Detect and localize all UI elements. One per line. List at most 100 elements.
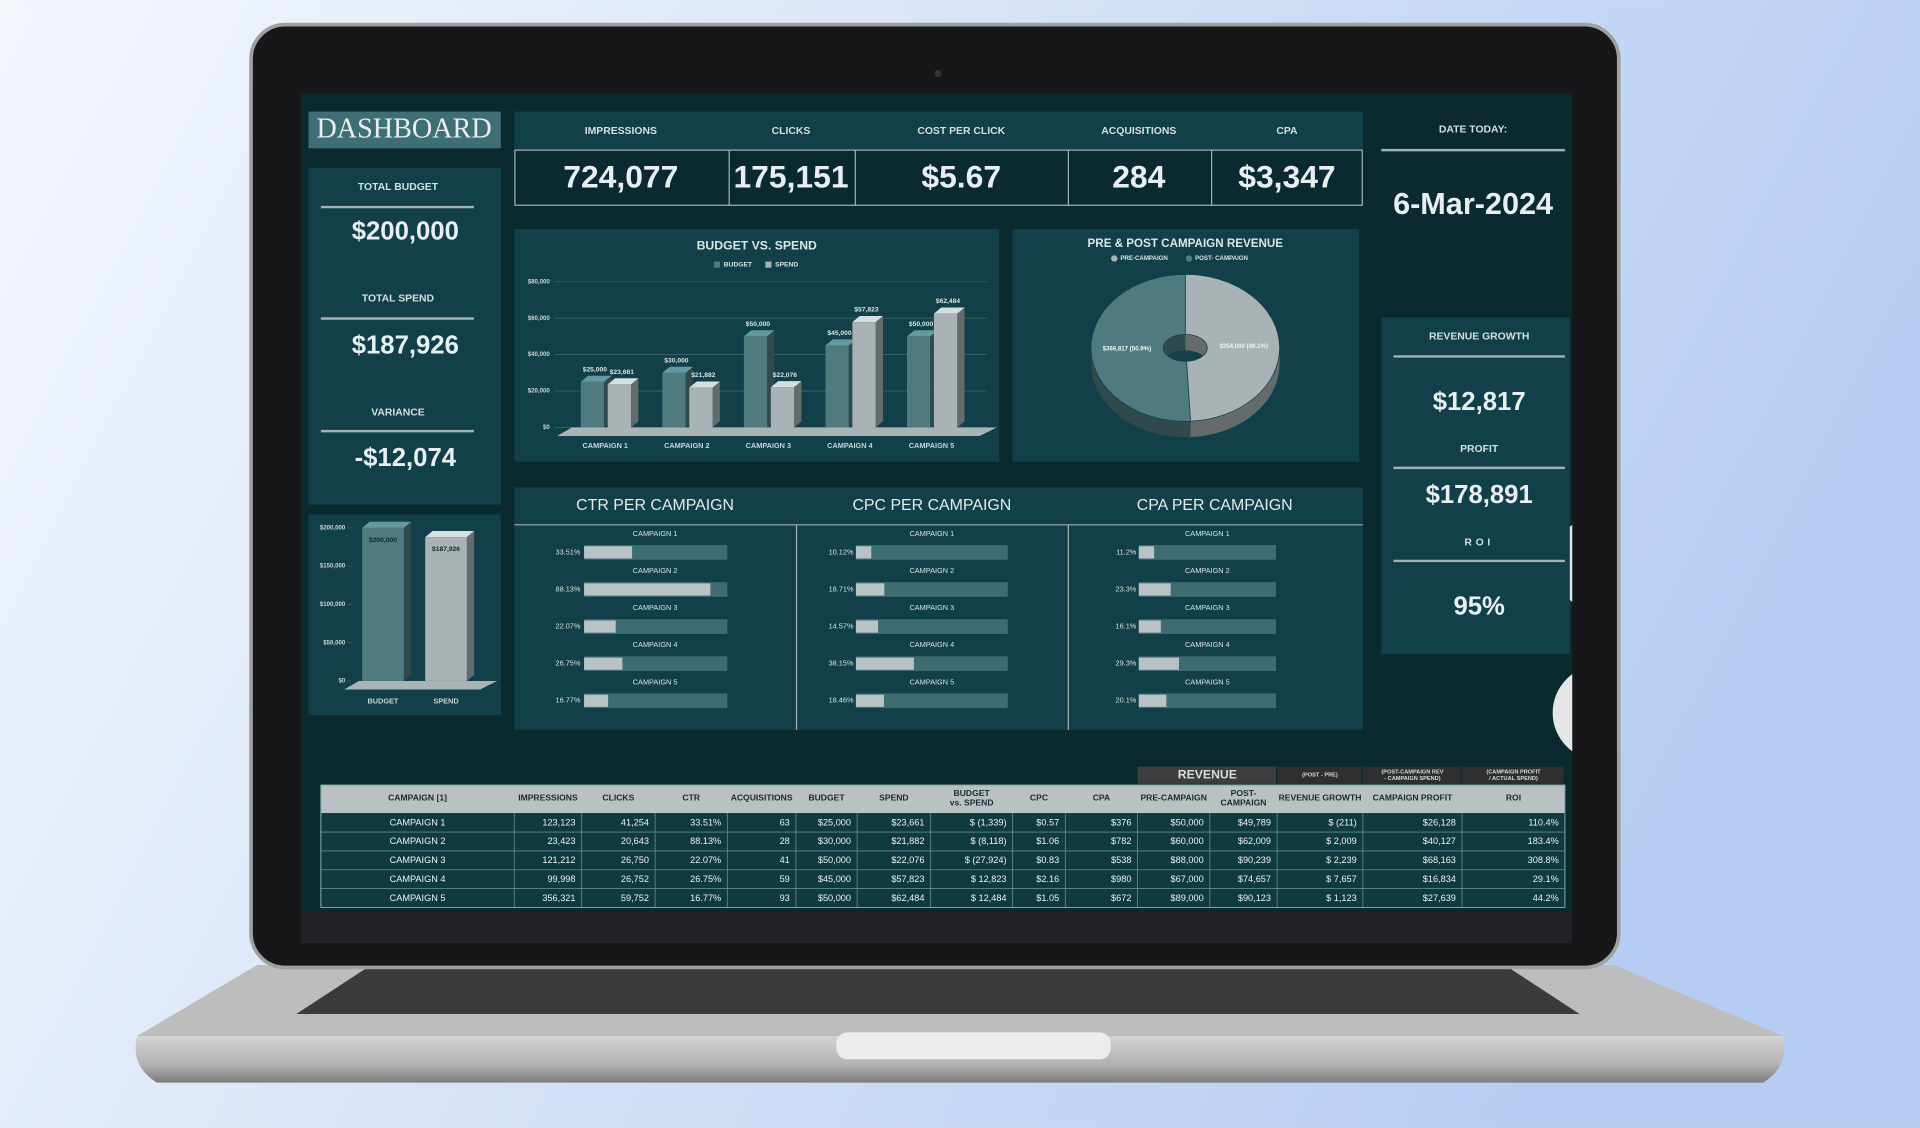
camera	[934, 69, 942, 78]
kpi-label: PROFIT	[1460, 444, 1499, 455]
bar-top	[743, 330, 775, 337]
value-label: $22,076	[773, 372, 798, 379]
column-header: BUDGET	[808, 793, 845, 803]
group-header-cell	[1137, 766, 1276, 784]
category-label: CAMPAIGN 2	[910, 566, 955, 575]
x-tick-label: CAMPAIGN 4	[827, 441, 873, 450]
value-label: 10.12%	[829, 547, 854, 556]
table-cell: $88,000	[1171, 855, 1204, 865]
kpi-label: IMPRESSIONS	[585, 126, 657, 137]
table-cell: $90,123	[1238, 893, 1271, 903]
progress-bar	[1138, 694, 1167, 707]
bar-chart: $0 $20,000 $40,000 $60,000 $80,000 CAMPAIGN 1…	[528, 238, 997, 450]
table-cell: $1.06	[1036, 836, 1059, 846]
chart-floor	[557, 427, 997, 437]
bar-chart: $0 $50,000 $100,000 $150,000 $200,000 BUDGET $…	[320, 521, 498, 706]
bar-top	[580, 375, 612, 382]
bar-side	[466, 530, 475, 681]
progress-bar	[855, 546, 872, 559]
legend-label: PRE-CAMPAIGN	[1120, 255, 1167, 262]
table-cell: $50,000	[1171, 817, 1204, 827]
table-cell: CAMPAIGN 3	[390, 855, 446, 865]
category-label: CAMPAIGN 2	[633, 566, 678, 575]
rate-panel	[514, 487, 1363, 730]
kpi-label: CPA	[1276, 126, 1298, 137]
category-label: CAMPAIGN 5	[1185, 677, 1230, 686]
table-cell: 99,998	[547, 874, 575, 884]
kpi-label: ROI	[1464, 537, 1494, 548]
table-cell: $ 12,484	[971, 893, 1007, 903]
value-label: 18.71%	[829, 584, 854, 593]
column-header: CLICKS	[602, 793, 634, 803]
table-cell: CAMPAIGN 1	[390, 817, 446, 827]
table-cell: 356,321	[542, 893, 575, 903]
x-tick-label: CAMPAIGN 5	[909, 441, 954, 450]
bar	[743, 336, 768, 428]
decor-circle	[1552, 674, 1573, 752]
column-header: SPEND	[879, 793, 909, 803]
table-cell: $62,484	[891, 893, 924, 903]
table-cell: $ 2,009	[1326, 836, 1357, 846]
category-label: CAMPAIGN 1	[633, 529, 678, 538]
category-label: CAMPAIGN 1	[910, 529, 955, 538]
value-label: 11.2%	[1116, 547, 1137, 556]
table-cell: $40,127	[1423, 836, 1456, 846]
category-label: CAMPAIGN 5	[910, 677, 955, 686]
table-cell: 308.8%	[1528, 855, 1559, 865]
table-cell: $74,657	[1238, 874, 1271, 884]
column-header: vs. SPEND	[950, 798, 994, 808]
bar-top	[770, 381, 802, 388]
progress-chart: CPC PER CAMPAIGN CAMPAIGN 1 10.12% CAMPAIGN…	[829, 497, 1011, 709]
kpi-value: $200,000	[352, 218, 459, 246]
value-label: 29.3%	[1116, 659, 1137, 668]
column-header: CAMPAIGN [1]	[388, 793, 447, 803]
category-label: CAMPAIGN 4	[910, 640, 955, 649]
column-header: BUDGET	[954, 788, 991, 798]
pie-slice	[1090, 274, 1191, 422]
top-kpi-labels	[514, 111, 1363, 150]
table-cell: CAMPAIGN 5	[390, 893, 446, 903]
keyboard	[296, 967, 1580, 1014]
pie-chart: $354,000 (49.1%) $366,817 (50.9%) PRE & PO…	[1088, 237, 1283, 438]
value-label: $187,926	[432, 546, 460, 553]
value-label: 14.57%	[829, 622, 854, 631]
column-header: POST-	[1231, 788, 1257, 798]
table-cell: $ 2,239	[1326, 855, 1357, 865]
bar-top	[933, 307, 965, 314]
table-cell: $ 7,657	[1326, 874, 1357, 884]
table-cell: $57,823	[891, 874, 924, 884]
table-cell: 33.51%	[690, 817, 721, 827]
table-cell: $980	[1111, 874, 1131, 884]
table-cell: 88.13%	[690, 836, 721, 846]
progress-track	[855, 582, 1008, 597]
progress-bar	[584, 583, 711, 596]
progress-chart: CPA PER CAMPAIGN CAMPAIGN 1 11.2% CAMPAIGN …	[1116, 497, 1293, 709]
legend-dot	[1111, 255, 1118, 262]
x-tick-label: CAMPAIGN 2	[664, 441, 709, 450]
table-cell: 28	[780, 836, 790, 846]
right-kpi-panel	[1381, 317, 1570, 654]
bar	[770, 387, 795, 428]
column-header: CPA	[1093, 793, 1110, 803]
progress-track	[855, 693, 1008, 709]
kpi-value: -$12,074	[355, 444, 457, 472]
table-cell: CAMPAIGN 4	[390, 874, 446, 884]
y-tick-label: $0	[339, 678, 346, 685]
x-tick-label: BUDGET	[367, 697, 398, 706]
chart-title: CPC PER CAMPAIGN	[852, 497, 1011, 514]
bar	[607, 384, 631, 428]
progress-track	[855, 619, 1008, 634]
progress-bar	[584, 546, 633, 559]
progress-track	[1138, 545, 1276, 560]
table-cell: $60,000	[1171, 836, 1204, 846]
value-label: $57,823	[854, 307, 879, 314]
column-header: CAMPAIGN	[1220, 798, 1266, 808]
table-cell: $68,163	[1423, 855, 1456, 865]
table-cell: 41	[780, 855, 790, 865]
bar-side	[712, 381, 720, 428]
value-label: $50,000	[909, 321, 934, 328]
bezel-bottom	[301, 912, 1573, 943]
value-label: $200,000	[369, 537, 397, 544]
table-cell: $50,000	[818, 893, 851, 903]
